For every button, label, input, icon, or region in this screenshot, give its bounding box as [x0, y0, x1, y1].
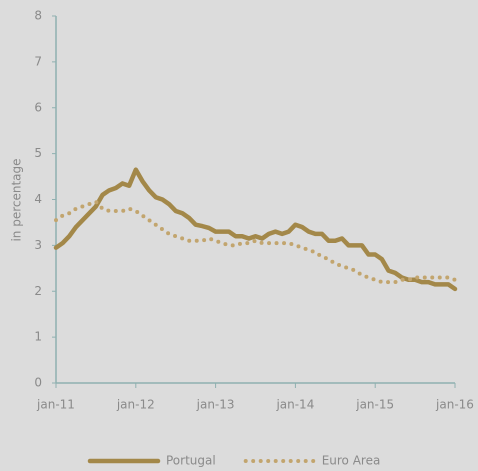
y-tick-label: 4 — [34, 192, 42, 206]
x-tick-label: jan-16 — [435, 398, 474, 412]
x-tick-label: jan-11 — [36, 398, 75, 412]
y-tick-label: 8 — [34, 9, 42, 23]
y-tick-label: 3 — [34, 238, 42, 252]
y-tick-label: 1 — [34, 330, 42, 344]
x-tick-label: jan-12 — [116, 398, 155, 412]
legend-label: Euro Area — [322, 454, 381, 468]
x-tick-label: jan-15 — [355, 398, 394, 412]
y-tick-label: 5 — [34, 146, 42, 160]
y-axis-label: in percentage — [10, 158, 24, 241]
y-tick-label: 6 — [34, 100, 42, 114]
series-line — [54, 199, 457, 285]
legend-label: Portugal — [166, 454, 216, 468]
x-tick-label: jan-13 — [196, 398, 235, 412]
y-tick-label: 2 — [34, 284, 42, 298]
series-line — [53, 167, 458, 292]
x-tick-label: jan-14 — [275, 398, 314, 412]
y-tick-label: 7 — [34, 54, 42, 68]
y-tick-label: 0 — [34, 376, 42, 390]
